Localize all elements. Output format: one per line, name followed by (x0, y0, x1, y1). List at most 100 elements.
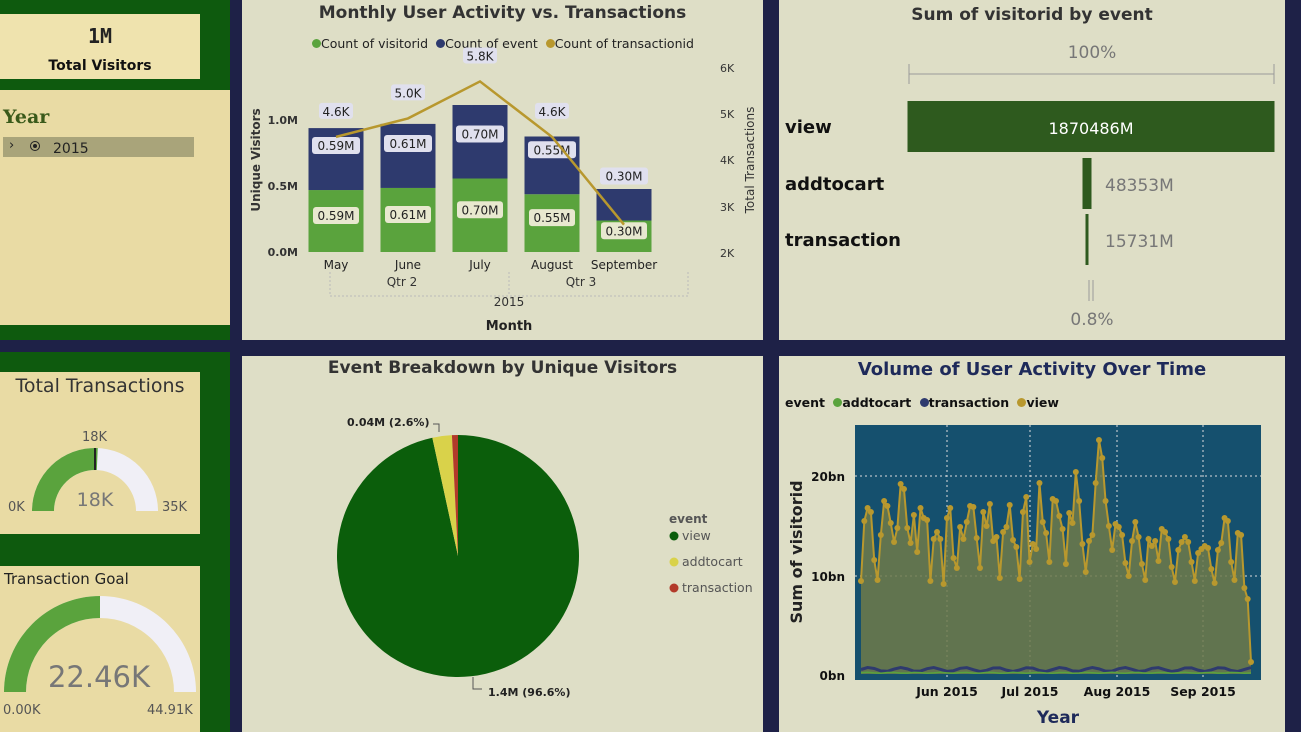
view-point-116 (1241, 585, 1248, 591)
view-point-25 (940, 581, 947, 587)
funnel-panel: Sum of visitorid by event 100% 0.8% view… (779, 0, 1285, 340)
view-point-76 (1109, 547, 1116, 553)
bar-label-event-july: 0.70M (461, 128, 498, 142)
view-point-74 (1102, 498, 1109, 504)
x-tick-1: Jun 2015 (915, 684, 978, 699)
view-point-28 (950, 555, 957, 561)
timeseries-legend-title: event (785, 395, 825, 410)
label-bg-visitorid (529, 209, 575, 227)
legend-addtocart: addtocart (842, 395, 912, 410)
view-point-47 (1013, 544, 1020, 550)
view-point-22 (930, 536, 937, 542)
view-point-118 (1248, 659, 1254, 665)
view-point-107 (1211, 580, 1218, 586)
x-tick-august: August (531, 258, 573, 272)
view-point-23 (934, 529, 941, 535)
year-slicer: Year › 2015 (0, 90, 230, 325)
view-point-68 (1082, 569, 1089, 575)
view-point-108 (1214, 547, 1221, 553)
view-point-109 (1218, 540, 1225, 546)
view-point-54 (1036, 480, 1043, 486)
label-bg-event (456, 125, 504, 143)
view-point-90 (1155, 558, 1162, 564)
view-point-112 (1228, 559, 1235, 565)
radio-selected-icon[interactable] (30, 141, 40, 151)
pie-slice-addtocart (432, 435, 458, 556)
y-right-tick-2: 5K (720, 108, 735, 121)
pie-slice-transaction (451, 435, 458, 556)
view-point-98 (1181, 534, 1188, 540)
pie-svg: 0.04M (2.6%) 1.4M (96.6%) event view addt… (337, 416, 753, 699)
bar-label-event-may: 0.59M (317, 139, 354, 153)
gauge-min-label: 0.00K (3, 703, 41, 718)
pie-legend-transaction: transaction (682, 580, 753, 595)
label-bg-transactionid (535, 102, 569, 119)
view-point-75 (1105, 523, 1112, 529)
view-point-61 (1059, 526, 1066, 532)
funnel-value-view: 1870486M (1048, 119, 1133, 138)
view-point-102 (1195, 550, 1202, 556)
view-point-93 (1165, 536, 1172, 542)
view-point-21 (927, 578, 934, 584)
y-left-tick-3: 0.0M (268, 246, 298, 259)
label-bg-event (528, 141, 576, 159)
label-bg-visitorid (385, 205, 431, 223)
y-left-tick-1: 1.0M (268, 114, 298, 127)
view-point-2 (864, 505, 871, 511)
view-point-51 (1026, 559, 1033, 565)
funnel-bottom-percent: 0.8% (1070, 310, 1113, 330)
view-point-79 (1119, 532, 1126, 538)
view-point-10 (891, 539, 898, 545)
year-slicer-item[interactable]: › 2015 (3, 137, 194, 157)
view-point-105 (1205, 545, 1212, 551)
y-right-axis-label: Total Transactions (743, 107, 757, 215)
view-point-99 (1185, 539, 1192, 545)
total-transactions-title: Total Transactions (15, 375, 185, 397)
view-point-72 (1095, 437, 1102, 443)
addtocart-line (860, 671, 1252, 675)
view-point-37 (980, 509, 987, 515)
view-point-100 (1188, 559, 1195, 565)
funnel-value-addtocart: 48353M (1105, 176, 1174, 196)
view-point-86 (1142, 577, 1149, 583)
gauge-value-label: 22.46K (48, 660, 151, 694)
view-point-6 (877, 532, 884, 538)
view-point-50 (1023, 494, 1030, 500)
chevron-right-icon[interactable]: › (9, 138, 15, 153)
view-point-8 (884, 503, 891, 509)
line-label-transactionid-3: 4.6K (539, 105, 567, 119)
gauge-target-label: 18K (82, 430, 108, 445)
view-point-52 (1029, 541, 1036, 547)
y-right-tick-3: 4K (720, 154, 735, 167)
view-point-40 (990, 538, 997, 544)
view-point-70 (1089, 532, 1096, 538)
view-point-62 (1062, 561, 1069, 567)
year-axis-label: 2015 (494, 295, 525, 309)
view-point-44 (1003, 524, 1010, 530)
bar-label-event-september: 0.30M (605, 170, 642, 184)
view-point-78 (1115, 524, 1122, 530)
view-point-38 (983, 523, 990, 529)
view-point-18 (917, 505, 924, 511)
view-point-32 (963, 519, 970, 525)
view-point-89 (1152, 538, 1159, 544)
y-left-axis-label: Unique Visitors (249, 108, 263, 211)
view-point-115 (1238, 532, 1245, 538)
view-point-26 (943, 515, 950, 521)
view-point-111 (1224, 518, 1231, 524)
view-point-101 (1191, 578, 1198, 584)
pie-label-view: 1.4M (96.6%) (488, 686, 570, 699)
transaction-goal-card: Transaction Goal 22.46K 0.00K 44.91K (0, 566, 200, 732)
view-point-20 (924, 517, 931, 523)
view-point-34 (970, 504, 977, 510)
view-point-17 (914, 549, 921, 555)
bar-event-september (596, 189, 652, 221)
view-point-15 (907, 540, 914, 546)
pie-legend-dot-addtocart (669, 557, 679, 567)
pie-legend-title: event (669, 512, 708, 526)
label-bg-visitorid (313, 207, 359, 225)
y-right-tick-1: 6K (720, 62, 735, 75)
bar-label-visitorid-may: 0.59M (317, 209, 354, 223)
view-point-64 (1069, 520, 1076, 526)
x-tick-2: Jul 2015 (1001, 684, 1059, 699)
